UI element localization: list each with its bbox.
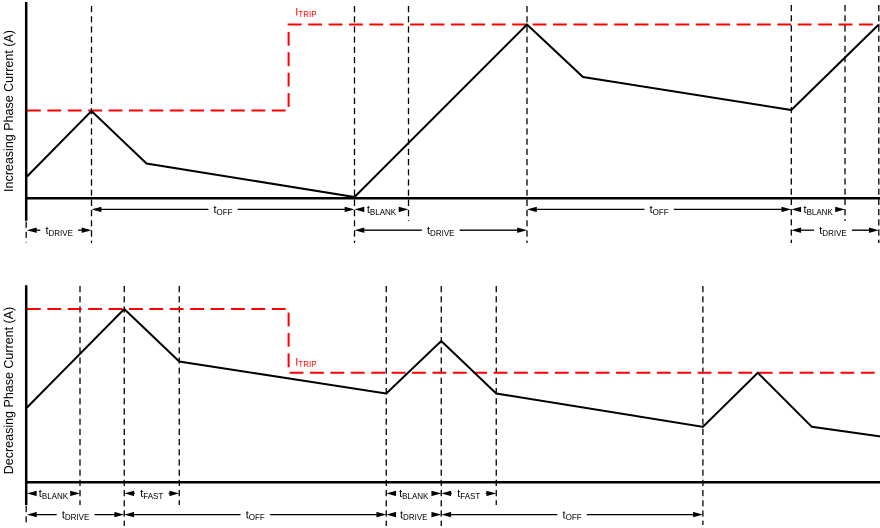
svg-text:tBLANK: tBLANK [399,488,429,501]
svg-text:Increasing Phase Current (A): Increasing Phase Current (A) [2,30,16,192]
svg-text:tBLANK: tBLANK [39,488,69,501]
svg-text:tOFF: tOFF [246,509,265,522]
svg-text:Decreasing Phase Current (A): Decreasing Phase Current (A) [2,307,16,474]
svg-text:tFAST: tFAST [140,488,163,501]
svg-text:tOFF: tOFF [650,204,669,217]
svg-text:ITRIP: ITRIP [295,6,316,19]
svg-text:tDRIVE: tDRIVE [400,509,428,522]
svg-text:tOFF: tOFF [563,509,582,522]
svg-text:tFAST: tFAST [457,488,480,501]
svg-text:tDRIVE: tDRIVE [427,225,455,238]
svg-text:tOFF: tOFF [213,204,232,217]
svg-text:tBLANK: tBLANK [804,204,834,217]
svg-text:tBLANK: tBLANK [367,204,397,217]
svg-text:ITRIP: ITRIP [295,356,316,369]
svg-text:tDRIVE: tDRIVE [819,225,847,238]
svg-text:tDRIVE: tDRIVE [45,225,73,238]
svg-text:tDRIVE: tDRIVE [62,509,90,522]
